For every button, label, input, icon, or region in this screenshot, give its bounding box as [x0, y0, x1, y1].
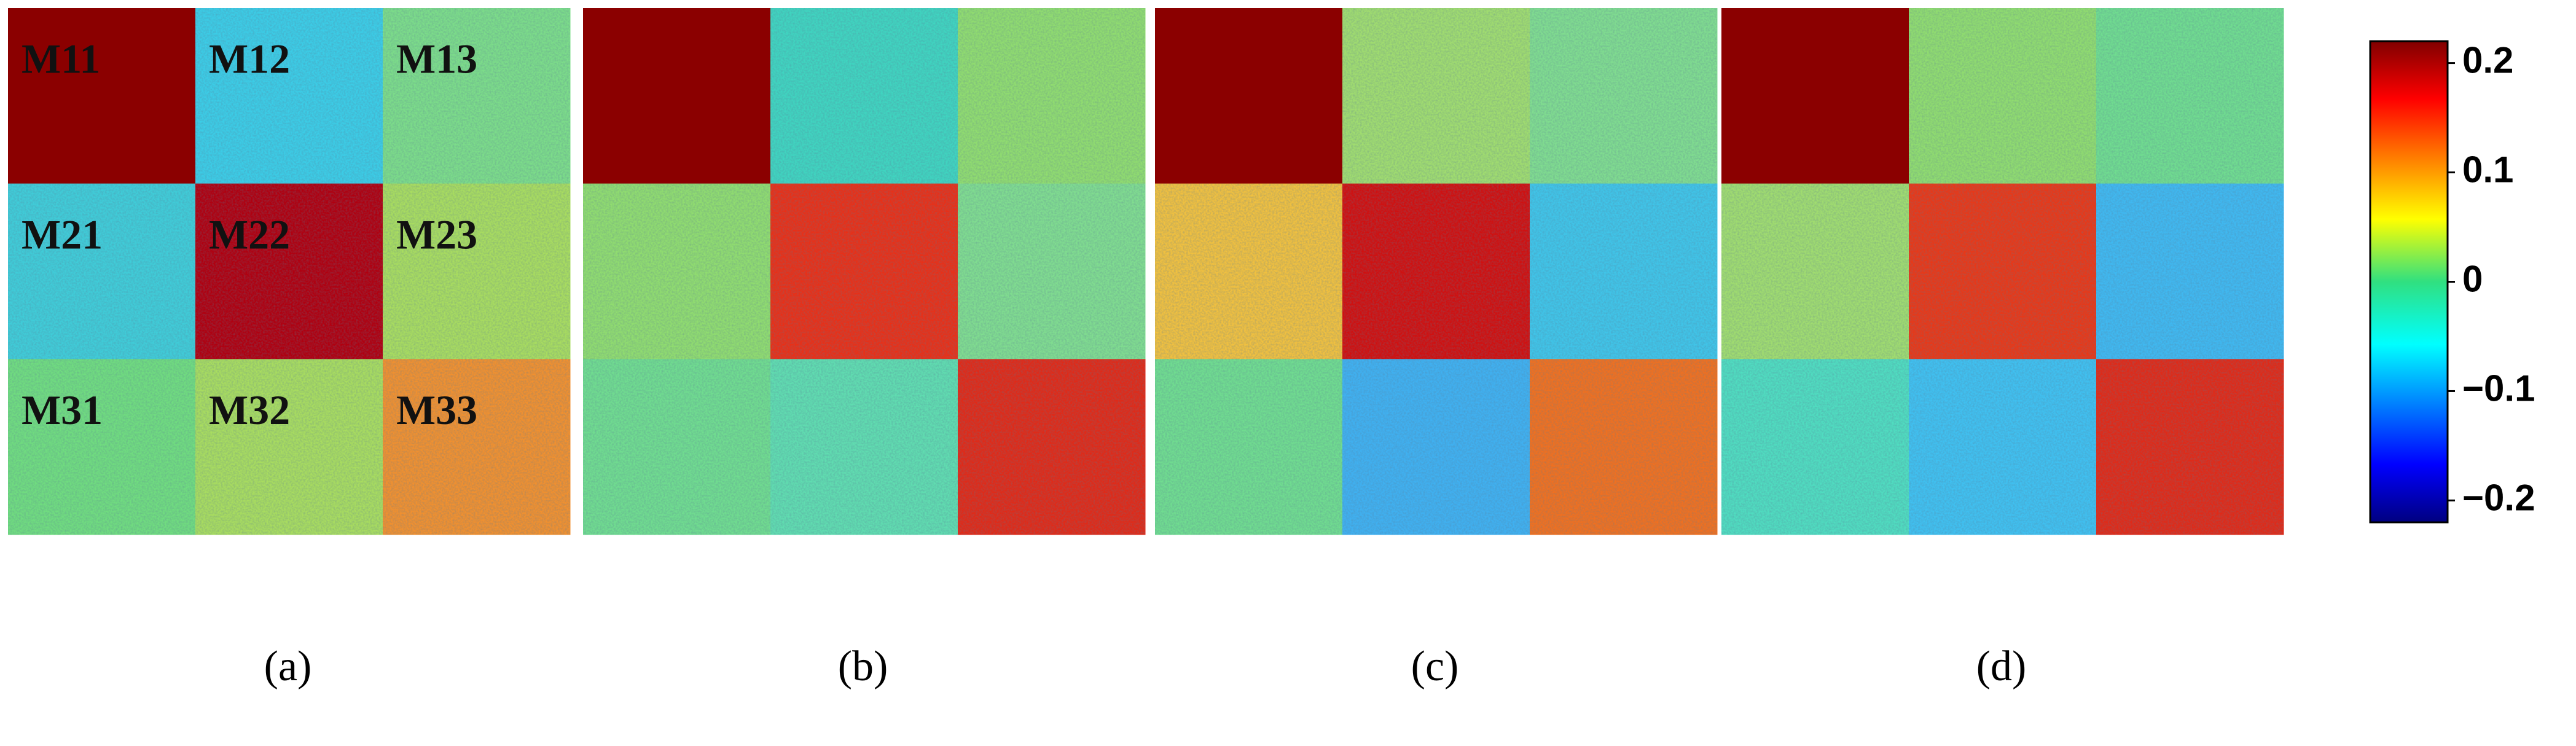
colorbar	[2369, 40, 2449, 524]
tile-texture	[195, 183, 383, 359]
colorbar-tick-label: −0.1	[2462, 367, 2535, 409]
matrix-element-label: M31	[22, 387, 103, 433]
tile-texture	[1530, 8, 1717, 184]
tile-texture	[1909, 359, 2096, 535]
colorbar-ticks: 0.2 0.1 0 −0.1 −0.2	[2448, 39, 2535, 518]
tile-texture	[383, 8, 570, 184]
matrix-element-label: M32	[209, 387, 290, 433]
matrix-element-label: M13	[396, 36, 477, 82]
tile-texture	[1909, 183, 2096, 359]
tile-texture	[1721, 359, 1909, 535]
tile-texture	[1342, 359, 1530, 535]
colorbar-tick-label: 0	[2462, 258, 2483, 299]
matrix-element-label: M33	[396, 387, 477, 433]
tile-texture	[8, 183, 195, 359]
tile-texture	[958, 8, 1145, 184]
colorbar-tick-label: 0.1	[2462, 149, 2513, 190]
tile-texture	[583, 359, 770, 535]
tile	[1721, 8, 1909, 184]
panel-label: (d)	[1976, 643, 2027, 690]
tile	[1155, 8, 1343, 184]
panel-label: (b)	[838, 643, 888, 690]
panel-label: (c)	[1411, 643, 1459, 690]
matrix-element-label: M21	[22, 211, 103, 257]
tile-texture	[383, 183, 570, 359]
tile-texture	[2096, 183, 2284, 359]
matrix-element-label: M22	[209, 211, 290, 257]
tile-texture	[195, 359, 383, 535]
colorbar-tick-label: −0.2	[2462, 477, 2535, 518]
matrix-element-label: M11	[22, 36, 100, 82]
colorbar-tick-label: 0.2	[2462, 39, 2513, 80]
tile-texture	[1342, 8, 1530, 184]
tile-texture	[1342, 183, 1530, 359]
tile-texture	[1155, 183, 1342, 359]
matrix-element-label: M23	[396, 211, 477, 257]
tile-texture	[958, 359, 1145, 535]
tile-texture	[1530, 359, 1717, 535]
tile-texture	[195, 8, 383, 184]
matrix-element-label: M12	[209, 36, 290, 82]
panel-label: (a)	[264, 643, 312, 690]
tile	[583, 8, 771, 184]
tile-texture	[8, 359, 195, 535]
tile-texture	[1909, 8, 2096, 184]
tile-texture	[383, 359, 570, 535]
tile	[8, 8, 196, 184]
tile-texture	[583, 183, 770, 359]
tile-texture	[770, 359, 958, 535]
tile-texture	[1721, 183, 1909, 359]
tile-texture	[2096, 8, 2284, 184]
tile-texture	[770, 183, 958, 359]
tile-texture	[770, 8, 958, 184]
tile-texture	[2096, 359, 2284, 535]
panels: M11 M12 M13 M21 M22 M23 M31 M32 M33 (a) (b) (c) (d)	[8, 8, 2284, 690]
tile-texture	[1155, 359, 1342, 535]
tile-texture	[1530, 183, 1717, 359]
tile-texture	[958, 183, 1145, 359]
